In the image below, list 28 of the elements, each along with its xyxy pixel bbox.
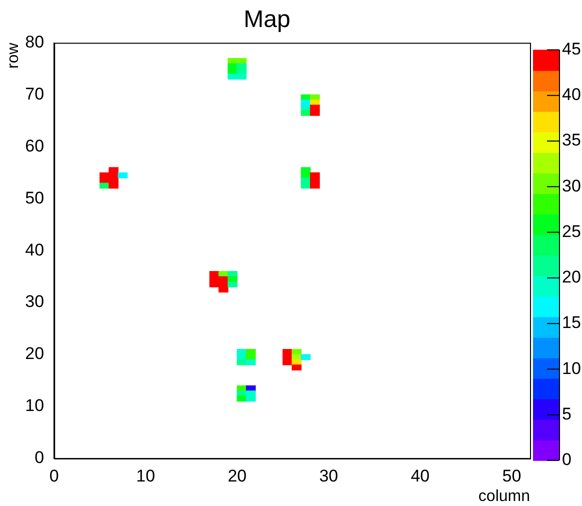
y-tick-label: 30 [25,292,44,312]
y-tick-label: 80 [25,32,44,52]
color-bar-label: 5 [562,404,572,424]
y-tick-label: 70 [25,84,44,104]
x-tick-label: 20 [228,466,247,486]
color-bar-label: 35 [562,130,581,150]
color-bar-label: 45 [562,39,581,58]
color-bar-label: 25 [562,222,581,241]
color-bar-label: 10 [562,358,581,378]
y-tick-label: 60 [25,136,44,156]
y-tick-label: 0 [34,448,44,468]
x-axis-title: column [478,488,530,505]
y-tick-label: 50 [25,188,44,208]
y-tick-label: 20 [25,344,44,364]
y-tick-label: 10 [25,396,44,416]
x-tick-label: 0 [49,466,59,486]
color-bar-label: 20 [562,268,581,287]
color-bar-label: 0 [562,450,572,470]
y-tick-label: 40 [25,240,44,260]
y-axis-title: row [5,42,22,69]
x-tick-label: 40 [410,466,430,486]
color-bar-label: 40 [562,85,581,104]
x-tick-label: 30 [319,466,338,486]
chart-title: Map [244,6,290,34]
x-tick-label: 50 [502,466,522,486]
x-tick-label: 10 [136,466,156,486]
color-bar-label: 15 [562,313,581,332]
color-bar-label: 30 [562,176,581,196]
